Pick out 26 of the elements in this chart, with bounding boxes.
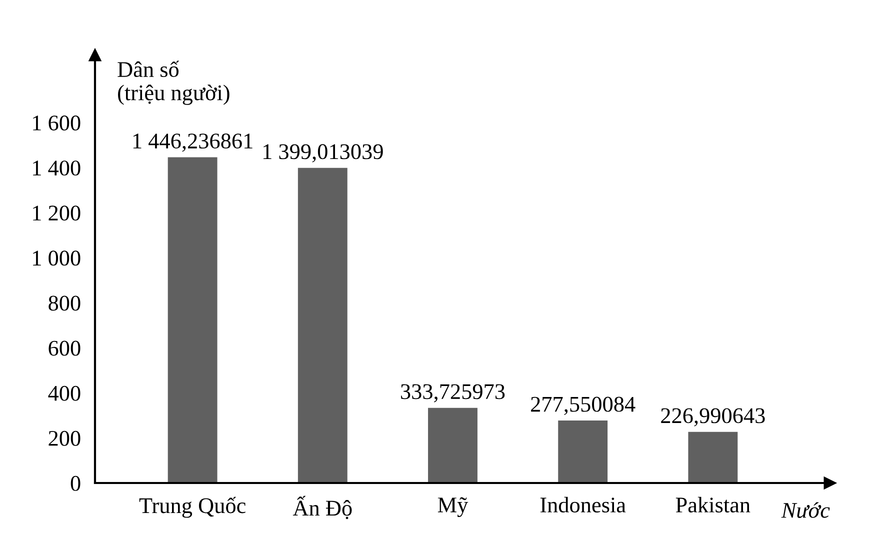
y-tick-label: 0 xyxy=(70,476,80,491)
bar xyxy=(168,157,218,483)
x-tick-label: Ấn Độ xyxy=(292,496,352,520)
y-axis-title: Dân số (triệu người) xyxy=(118,60,230,105)
x-tick-label: Trung Quốc xyxy=(139,496,246,518)
x-tick-label: Mỹ xyxy=(438,497,468,518)
x-axis-title: Nước xyxy=(781,502,830,518)
bar xyxy=(298,168,348,483)
bar xyxy=(428,408,478,483)
data-label: 1 446,236861 xyxy=(133,134,252,152)
data-label: 277,550084 xyxy=(531,396,636,415)
data-label: 1 399,013039 xyxy=(264,144,383,162)
y-tick-label: 200 xyxy=(48,430,80,446)
y-tick-label: 1 600 xyxy=(33,116,80,131)
y-tick-label: 400 xyxy=(48,386,80,401)
data-label: 333,725973 xyxy=(401,384,505,402)
bar xyxy=(688,432,738,483)
bar xyxy=(558,420,608,483)
y-tick-label: 600 xyxy=(48,340,80,356)
data-label: 226,990643 xyxy=(661,408,765,426)
x-tick-label: Pakistan xyxy=(676,496,750,513)
y-tick-label: 800 xyxy=(48,296,80,311)
x-tick-label: Indonesia xyxy=(540,496,626,513)
y-tick-label: 1 000 xyxy=(33,250,80,266)
y-tick-label: 1 400 xyxy=(33,160,80,176)
y-tick-label: 1 200 xyxy=(33,206,80,221)
